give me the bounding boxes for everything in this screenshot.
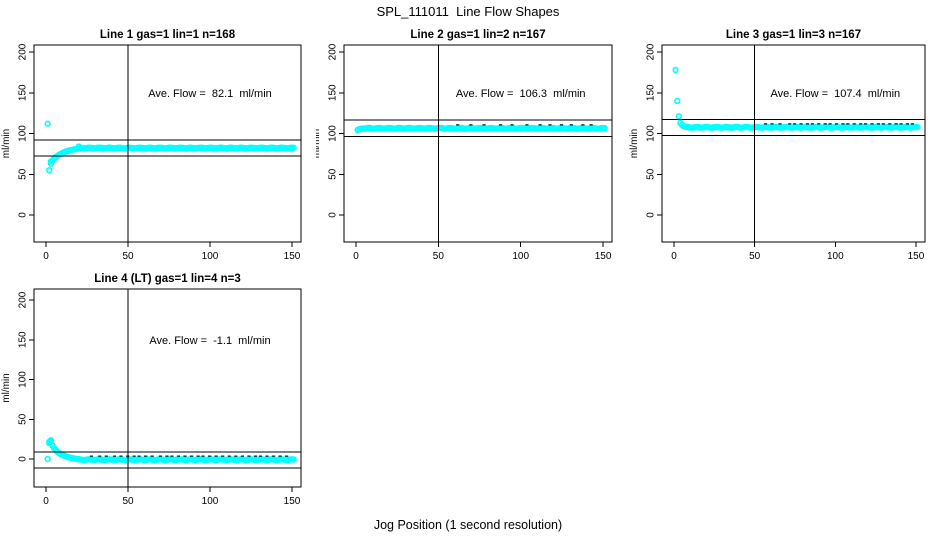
x-tick-label: 100 <box>512 251 529 262</box>
x-tick-label: 50 <box>122 496 134 507</box>
y-tick-label: 200 <box>18 291 29 308</box>
y-tick-label: 200 <box>18 43 29 60</box>
y-tick-label: 150 <box>18 84 29 101</box>
data-points <box>44 120 297 174</box>
y-tick-label: 100 <box>646 125 657 142</box>
x-tick-label: 50 <box>122 251 134 262</box>
figure-title: SPL_111011 Line Flow Shapes <box>376 4 560 19</box>
x-tick-label: 150 <box>284 251 301 262</box>
y-tick-label: 150 <box>646 84 657 101</box>
x-tick-label: 150 <box>284 496 301 507</box>
dark-dash-marks <box>89 455 289 458</box>
panel-line-4: Line 4 (LT) gas=1 lin=4 n=3 0 50 100 150 200 0… <box>0 270 316 514</box>
x-tick-label: 0 <box>353 251 359 262</box>
y-tick-label: 50 <box>328 168 339 180</box>
y-axis-label: ml/min <box>1 373 12 402</box>
y-tick-label: 150 <box>18 331 29 348</box>
y-axis-label: ml/min <box>629 129 640 158</box>
x-tick-label: 100 <box>202 496 219 507</box>
plot-box <box>33 288 302 488</box>
plot-svg-line-1: Line 1 gas=1 lin=1 n=168 0 50 100 150 200 0 50 1… <box>1 29 302 262</box>
avg-flow-annotation: Ave. Flow = 82.1 ml/min <box>148 88 272 100</box>
reference-lines <box>34 45 301 242</box>
reference-lines <box>662 45 925 242</box>
y-tick-label: 100 <box>328 125 339 142</box>
x-tick-label: 0 <box>671 251 677 262</box>
panel-title: Line 4 (LT) gas=1 lin=4 n=3 <box>94 273 240 285</box>
x-tick-label: 100 <box>827 251 844 262</box>
y-tick-label: 100 <box>18 125 29 142</box>
y-tick-label: 50 <box>18 413 29 425</box>
axes: 0 50 100 150 200 0 50 100 150 ml/min <box>629 43 925 262</box>
avg-flow-annotation: Ave. Flow = 106.3 ml/min <box>456 88 586 100</box>
y-tick-label: 200 <box>328 43 339 60</box>
x-tick-label: 150 <box>908 251 925 262</box>
reference-lines <box>344 45 612 242</box>
data-points <box>354 124 608 134</box>
y-tick-label: 0 <box>18 212 29 218</box>
y-tick-label: 50 <box>18 168 29 180</box>
x-tick-label: 50 <box>433 251 445 262</box>
panel-line-2: Line 2 gas=1 lin=2 n=167 0 50 100 150 200 0 50 1… <box>316 26 626 270</box>
axes: 0 50 100 150 200 0 50 100 150 ml/min <box>316 43 612 262</box>
plot-box <box>343 44 613 243</box>
avg-flow-annotation: Ave. Flow = -1.1 ml/min <box>149 335 270 347</box>
panel-line-3: Line 3 gas=1 lin=3 n=167 0 50 100 150 200 0 50 1… <box>626 26 936 270</box>
x-tick-label: 0 <box>43 496 49 507</box>
figure-xlabel: Jog Position (1 second resolution) <box>373 518 563 532</box>
y-axis-label: ml/min <box>316 129 322 158</box>
reference-lines <box>34 289 301 487</box>
y-tick-label: 200 <box>646 43 657 60</box>
x-tick-label: 100 <box>202 251 219 262</box>
plot-box <box>33 44 302 243</box>
axes: 0 50 100 150 200 0 50 100 150 ml/min <box>1 291 301 507</box>
plot-box <box>661 44 926 243</box>
dark-dash-marks <box>456 124 593 126</box>
y-tick-label: 0 <box>646 212 657 218</box>
x-tick-label: 50 <box>749 251 761 262</box>
y-tick-label: 0 <box>18 456 29 462</box>
y-tick-label: 0 <box>328 212 339 218</box>
axes: 0 50 100 150 200 0 50 100 150 ml/min <box>1 43 301 262</box>
y-axis-label: ml/min <box>1 129 12 158</box>
dark-dash-marks <box>763 123 914 125</box>
panel-title: Line 1 gas=1 lin=1 n=168 <box>100 29 236 41</box>
y-tick-label: 50 <box>646 168 657 180</box>
avg-flow-annotation: Ave. Flow = 107.4 ml/min <box>770 88 900 100</box>
plot-svg-line-2: Line 2 gas=1 lin=2 n=167 0 50 100 150 200 0 50 1… <box>316 29 613 262</box>
plot-svg-line-4: Line 4 (LT) gas=1 lin=4 n=30501001502000… <box>1 273 302 507</box>
y-tick-label: 150 <box>328 84 339 101</box>
panel-title: Line 2 gas=1 lin=2 n=167 <box>410 29 545 41</box>
panel-title: Line 3 gas=1 lin=3 n=167 <box>726 29 861 41</box>
x-tick-label: 0 <box>43 251 49 262</box>
panel-line-1: Line 1 gas=1 lin=1 n=168 0 50 100 150 200 0 50 1… <box>0 26 316 270</box>
plot-svg-line-3: Line 3 gas=1 lin=3 n=167 0 50 100 150 200 0 50 1… <box>629 29 926 262</box>
data-points <box>672 66 921 131</box>
x-tick-label: 150 <box>595 251 612 262</box>
data-points <box>44 437 297 464</box>
y-tick-label: 100 <box>18 371 29 388</box>
